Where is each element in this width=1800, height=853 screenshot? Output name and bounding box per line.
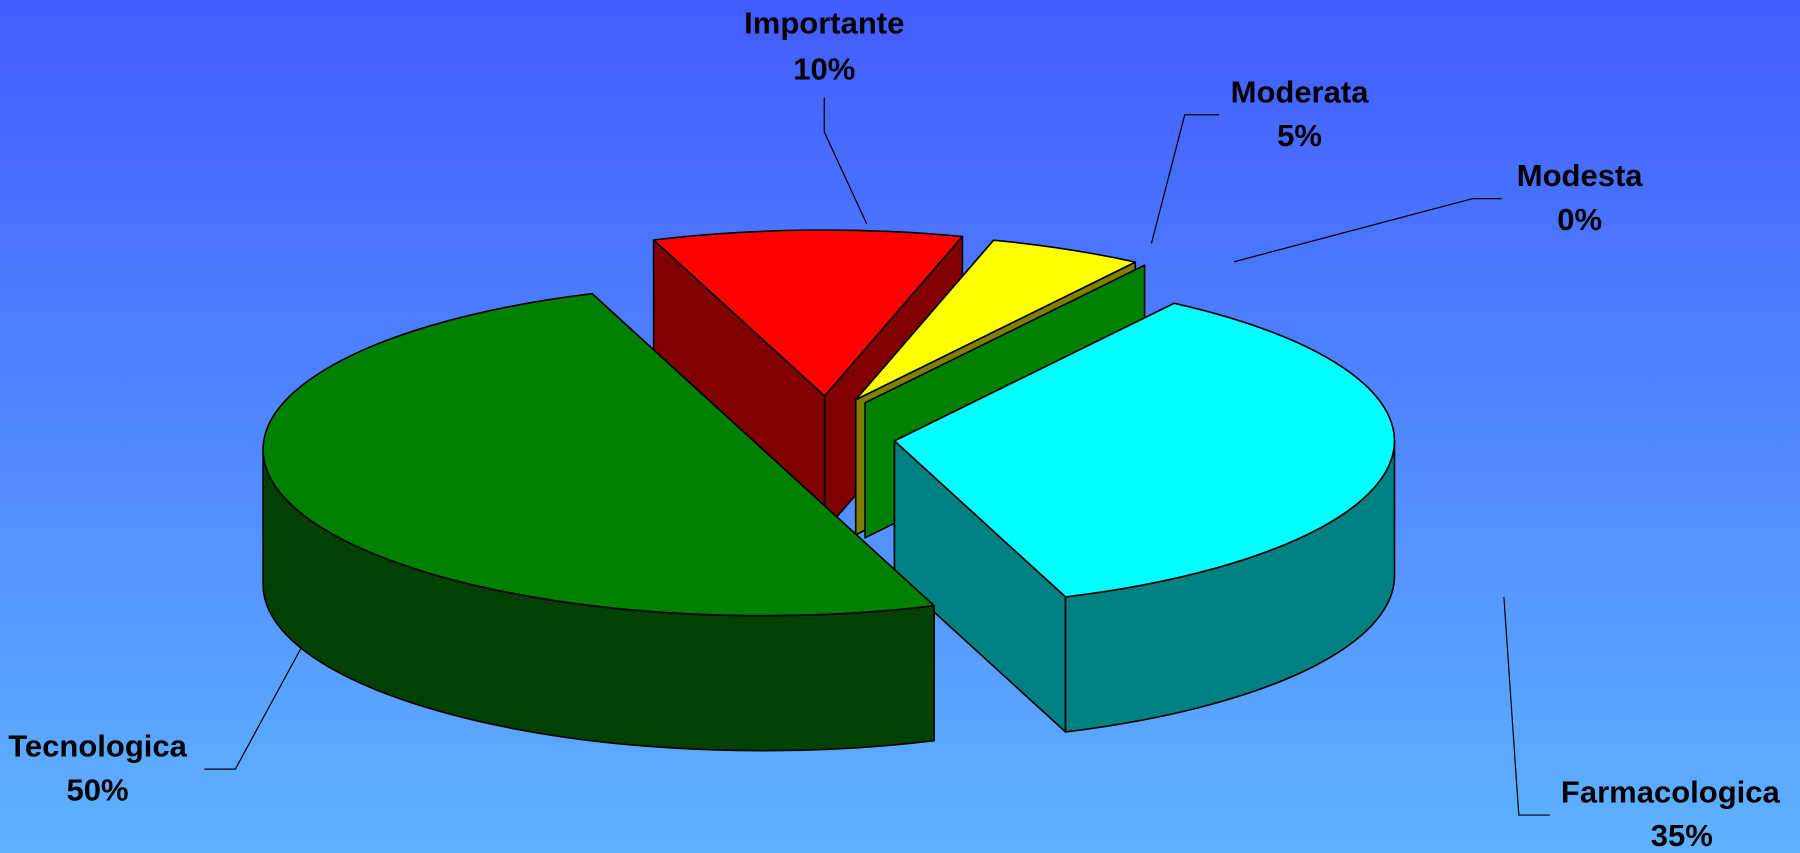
category-label: Moderata bbox=[1231, 74, 1370, 109]
category-label: Tecnologica bbox=[8, 729, 187, 764]
labels: Importante 10% Moderata 5% Modesta 0% Farmacol… bbox=[8, 5, 1780, 853]
value-label: 5% bbox=[1277, 118, 1322, 153]
value-label: 35% bbox=[1651, 818, 1713, 853]
pie bbox=[262, 229, 1396, 752]
slice bbox=[262, 292, 935, 617]
leader-line bbox=[204, 648, 302, 770]
slice bbox=[854, 239, 1137, 401]
leader-line bbox=[1150, 114, 1220, 244]
leader-line bbox=[1503, 596, 1550, 816]
leader-line bbox=[1233, 198, 1502, 263]
category-label: Modesta bbox=[1517, 158, 1644, 193]
value-label: 0% bbox=[1557, 202, 1602, 237]
category-label: Importante bbox=[744, 5, 904, 40]
value-label: 10% bbox=[793, 51, 855, 86]
category-label: Farmacologica bbox=[1561, 775, 1781, 810]
slice bbox=[893, 302, 1396, 598]
slice bbox=[652, 229, 964, 397]
value-label: 50% bbox=[67, 772, 129, 807]
leader-line bbox=[823, 97, 868, 225]
